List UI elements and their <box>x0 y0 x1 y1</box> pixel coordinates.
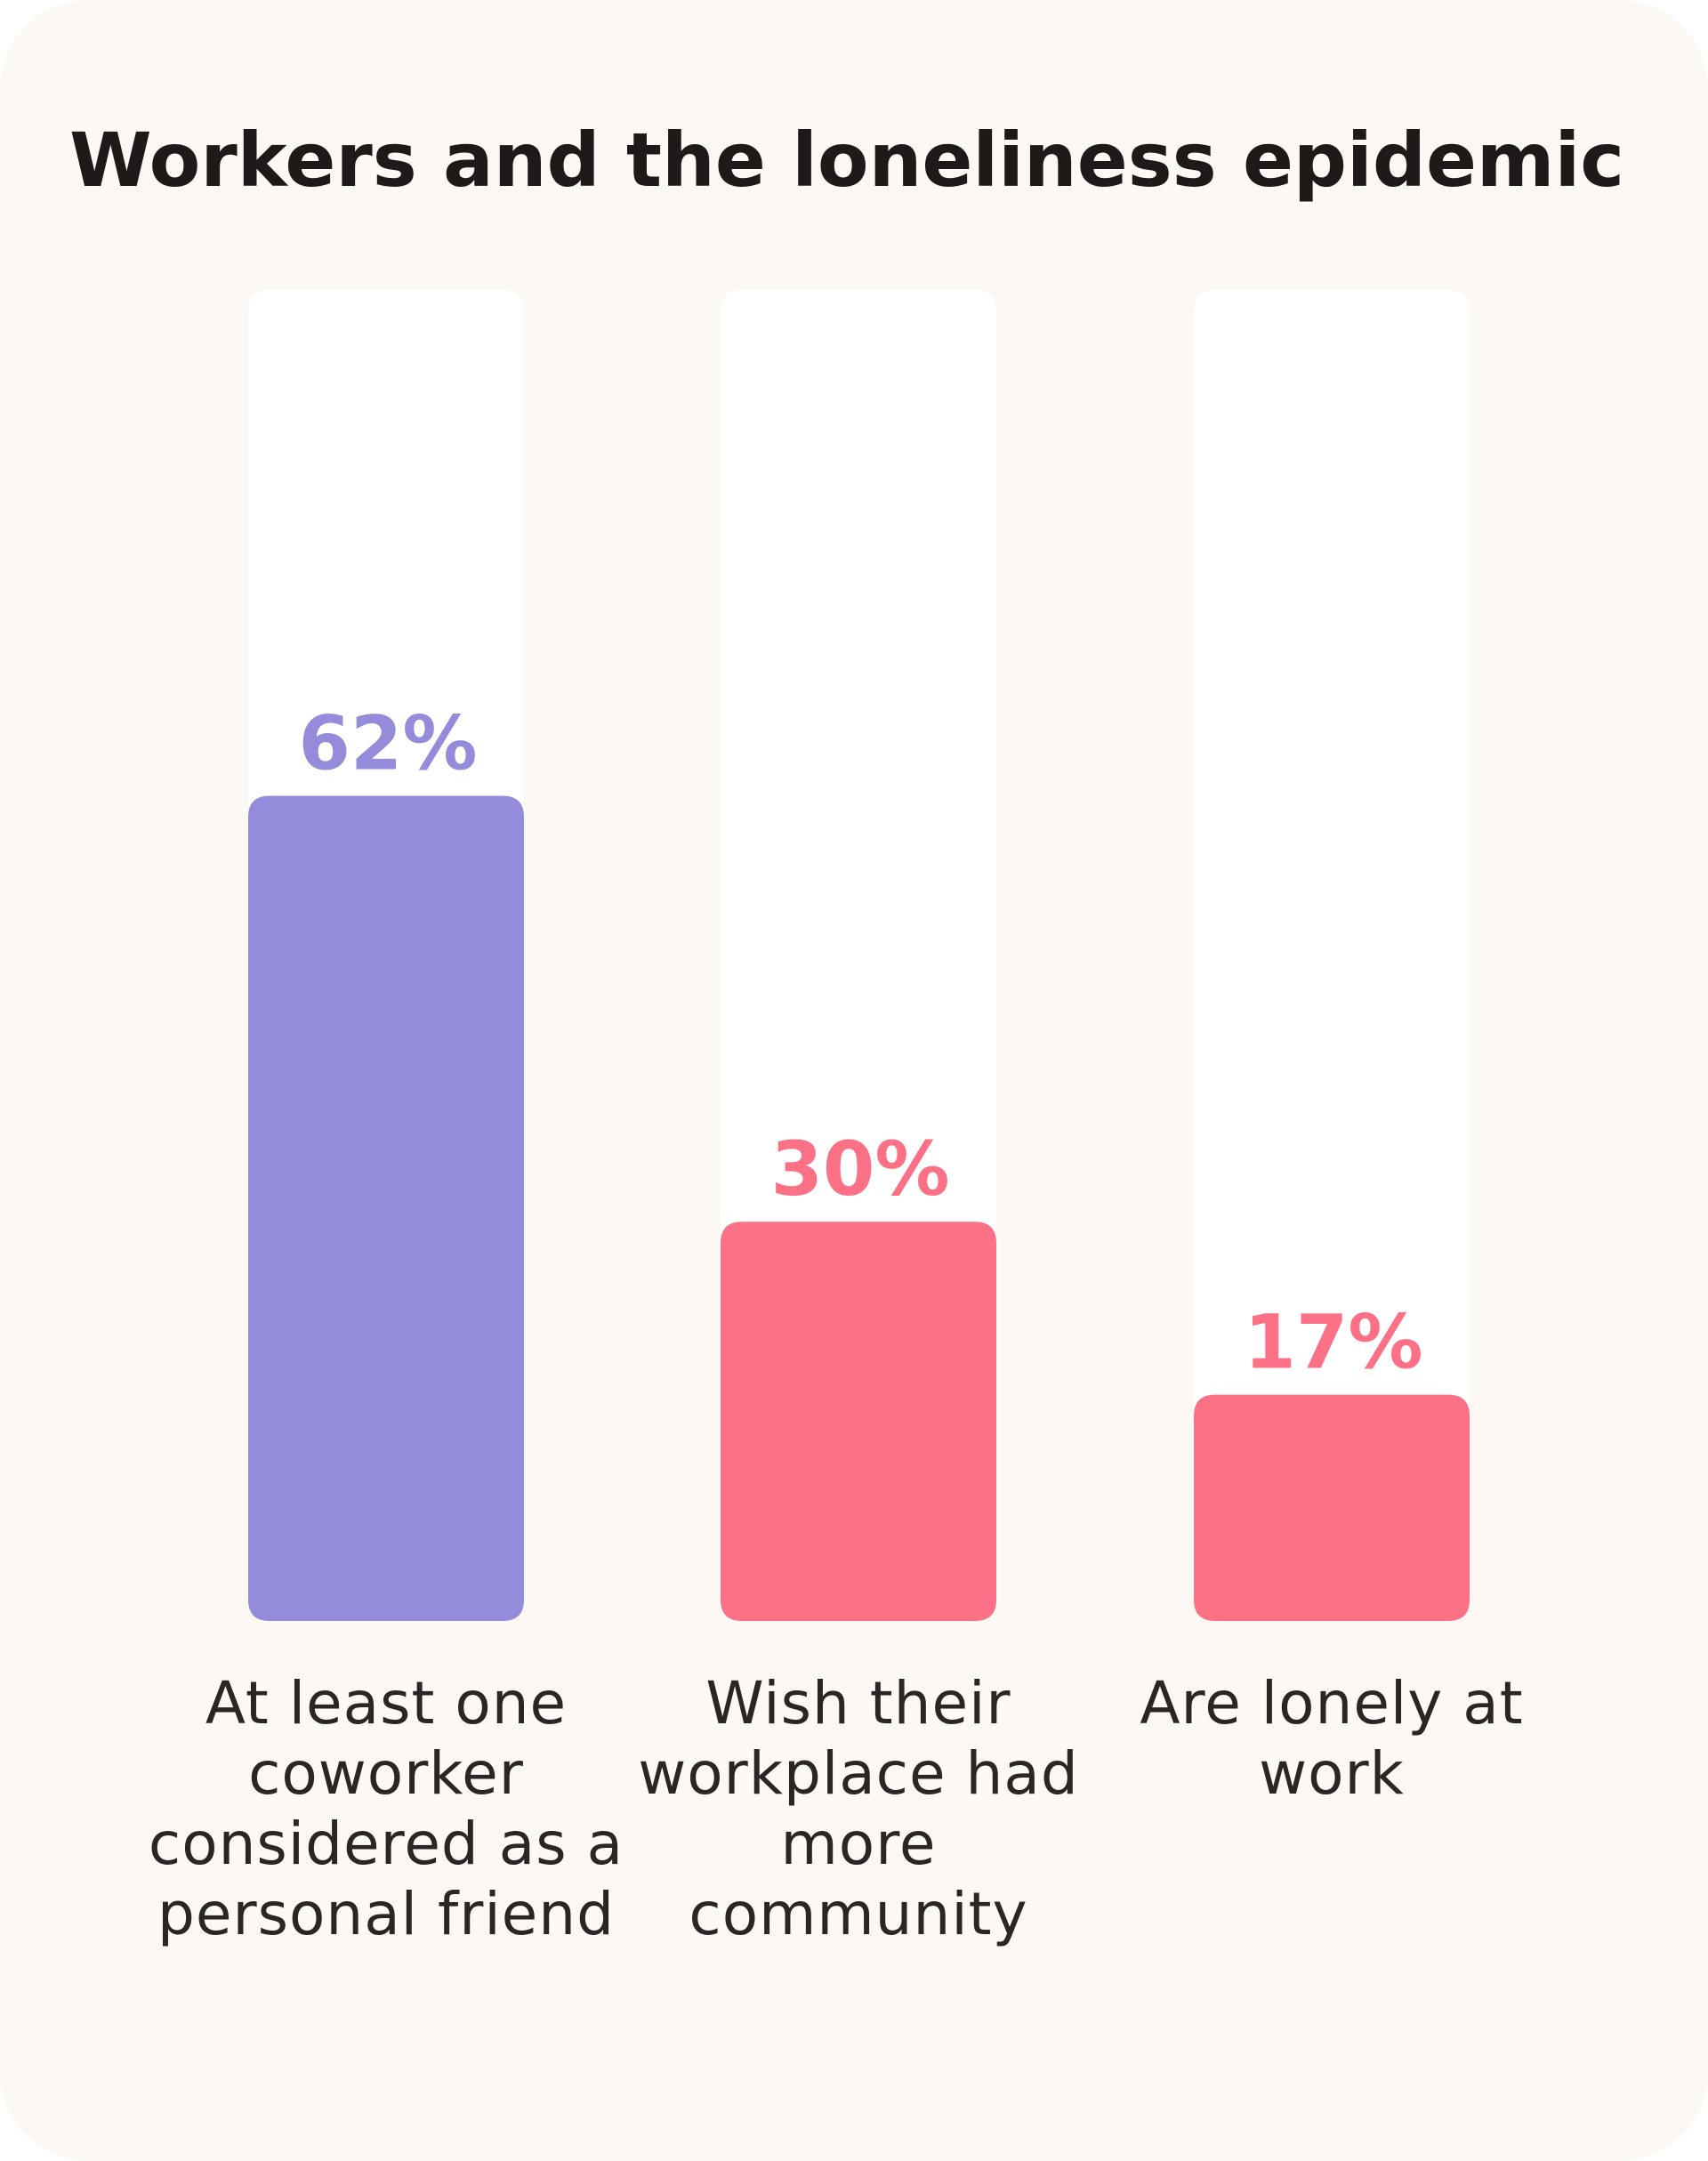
bar-track-2 <box>1194 290 1470 1621</box>
category-label-2: Are lonely at work <box>1140 1669 1524 1808</box>
category-label-0: At least one coworker considered as a pe… <box>148 1669 624 1948</box>
bar-2 <box>1194 1394 1470 1621</box>
value-label-0: 62% <box>298 699 477 786</box>
bar-0 <box>248 795 524 1621</box>
chart-title: Workers and the loneliness epidemic <box>69 117 1625 204</box>
value-label-2: 17% <box>1244 1299 1422 1386</box>
bar-1 <box>721 1222 996 1621</box>
value-label-1: 30% <box>770 1125 949 1213</box>
category-label-1: Wish their workplace had more community <box>638 1669 1079 1948</box>
